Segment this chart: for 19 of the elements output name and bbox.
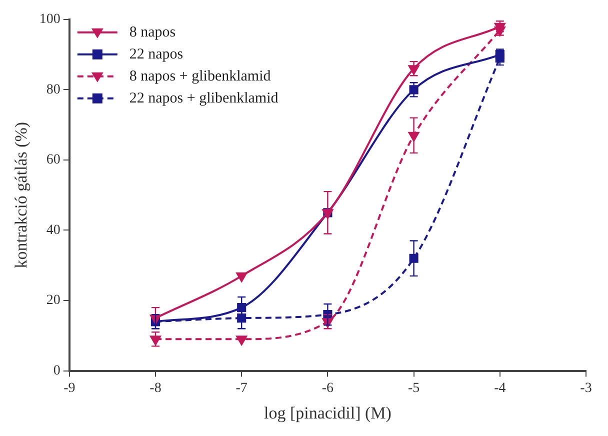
x-tick-label: -7 <box>236 380 248 396</box>
x-tick-label: -9 <box>64 380 76 396</box>
legend-label: 8 napos + glibenklamid <box>129 68 272 84</box>
y-tick-label: 20 <box>46 293 60 308</box>
y-tick-label: 0 <box>53 363 60 378</box>
legend-label: 22 napos <box>129 46 184 62</box>
x-tick-label: -5 <box>408 380 420 396</box>
y-axis-title: kontrakció gátlás (%) <box>12 122 31 268</box>
x-axis-title: log [pinacidil] (M) <box>264 403 392 422</box>
legend-label: 8 napos <box>129 24 176 40</box>
x-tick-label: -6 <box>322 380 334 396</box>
y-tick-label: 40 <box>46 222 60 238</box>
y-tick-label: 80 <box>46 82 60 98</box>
y-tick-label: 60 <box>46 152 60 168</box>
x-tick-label: -3 <box>580 380 592 396</box>
y-tick-label: 100 <box>39 12 60 28</box>
x-tick-label: -4 <box>494 380 506 396</box>
legend-label: 22 napos + glibenklamid <box>129 90 279 106</box>
x-tick-label: -8 <box>150 380 162 396</box>
